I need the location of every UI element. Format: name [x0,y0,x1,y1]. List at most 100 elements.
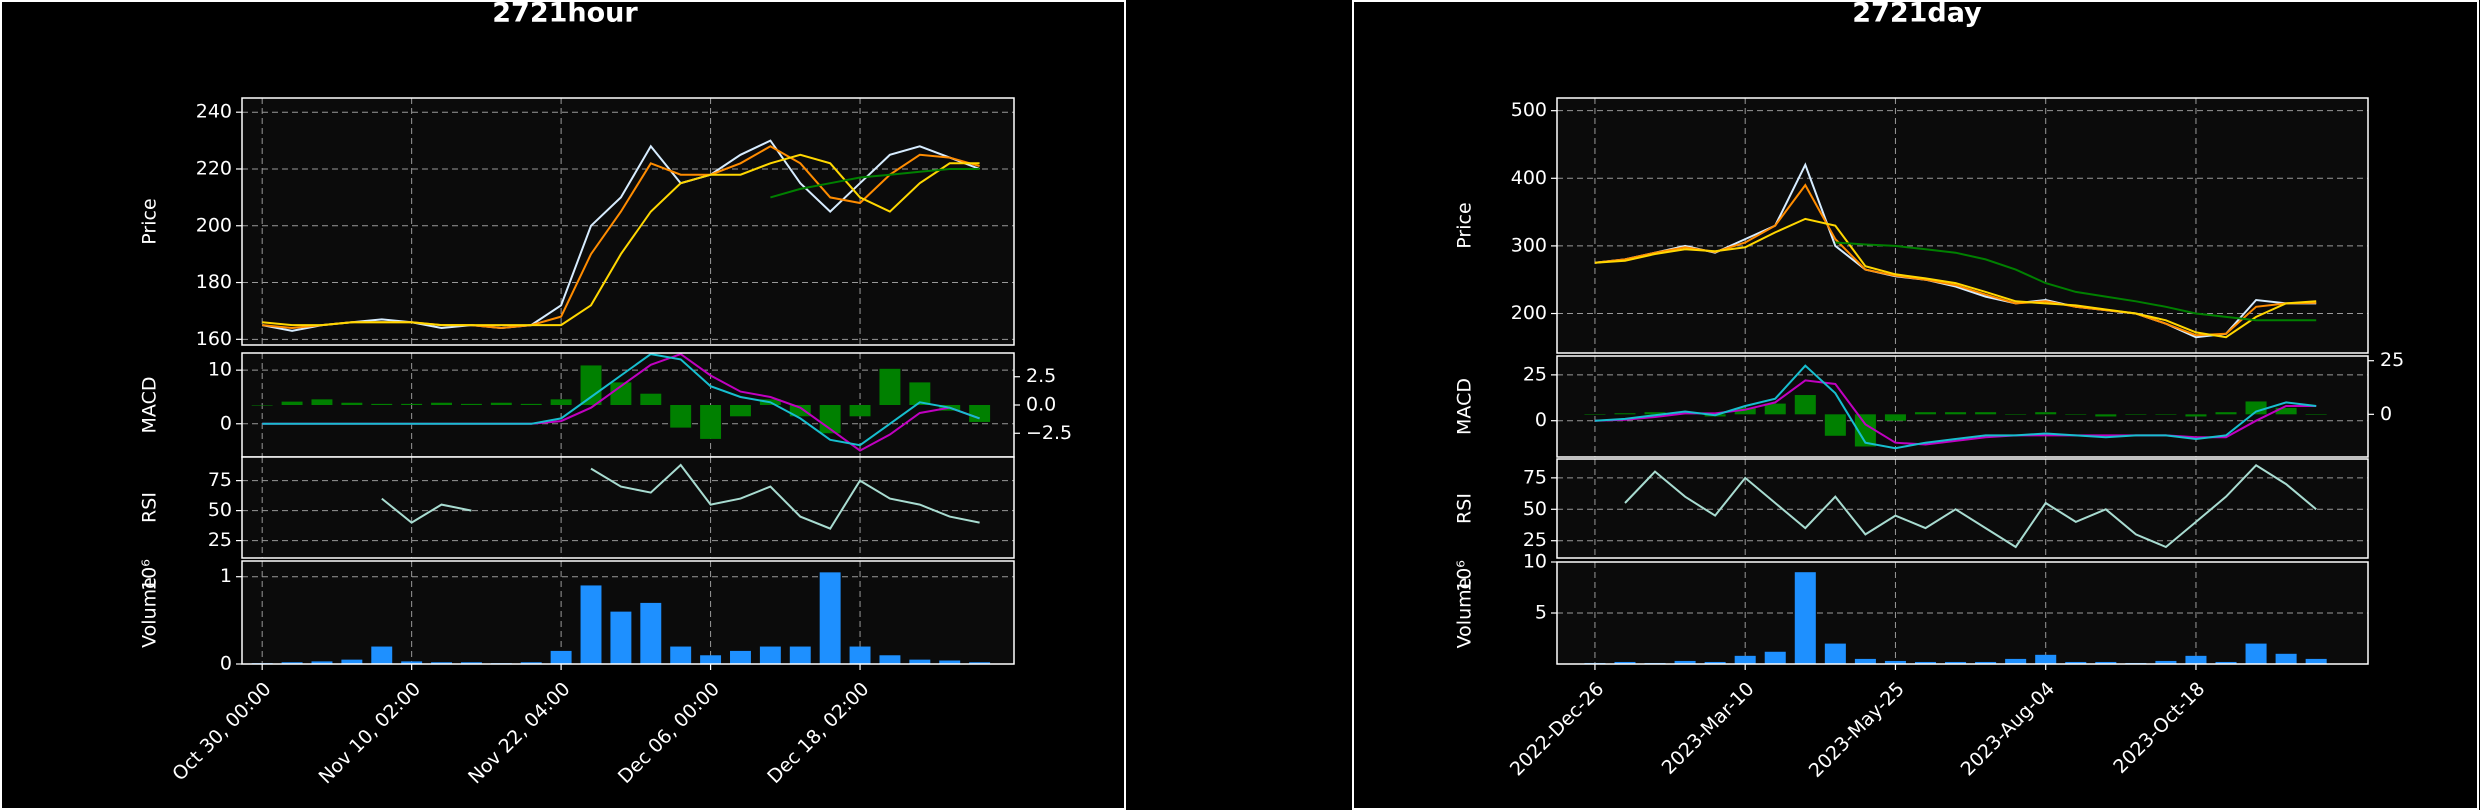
bar [2215,412,2237,415]
bar [2155,660,2177,664]
bar [460,662,482,664]
bar [670,405,692,428]
bar [1854,414,1876,447]
line-series [262,139,980,332]
bar [490,402,512,405]
bar [969,405,991,422]
line-series [1594,364,2317,450]
y-axis-label: RSI [139,492,161,523]
y2-tick-label: 2.5 [1026,365,1056,387]
bar [2275,407,2297,415]
bar [2185,655,2207,664]
bar [879,368,901,405]
y2-tick-label: 0.0 [1026,394,1056,416]
y-tick-label: 240 [196,101,232,123]
bar [401,403,423,405]
line-series [1624,464,2317,549]
y-tick-label: 75 [208,469,232,491]
bar [789,405,811,417]
y-axis-label: Price [1454,202,1476,248]
bar [2005,414,2027,415]
y-tick-label: 300 [1511,234,1547,256]
bar [879,655,901,664]
x-tick-label: 2023-Oct-18 [2109,678,2209,778]
bar [251,405,273,406]
y-axis-label: MACD [139,377,161,434]
x-tick-label: 2023-Mar-10 [1658,678,1759,779]
bar [1914,412,1937,415]
bar [2245,643,2267,664]
bar [1945,412,1967,415]
bar [401,661,423,664]
bar [1945,661,1967,664]
axes-face [242,98,1014,345]
bar [520,403,542,405]
y-tick-label: 1 [220,565,232,587]
x-tick-label: Dec 06, 00:00 [614,678,724,788]
bar [2125,414,2147,415]
y-offset-label: 10⁶ [1454,560,1476,592]
y2-tick-label: 0 [2380,403,2392,425]
bar [640,393,662,405]
bar [1824,643,1846,664]
y-tick-label: 400 [1511,167,1547,189]
bar [730,650,751,664]
bar [1584,414,1606,415]
x-tick-label: Oct 30, 00:00 [168,678,275,785]
bar [2065,414,2087,415]
y-tick-label: 10 [208,359,232,381]
line-series [1835,241,2317,322]
bar [1884,660,1906,664]
line-series [381,463,980,530]
y-tick-label: 0 [220,653,232,675]
bar [700,405,722,439]
bar [670,646,692,664]
bar [969,662,991,664]
bar [909,382,931,405]
y-tick-label: 25 [1523,529,1547,551]
chart-title: 2721hour [492,0,638,29]
axes-frame [1556,458,2369,559]
axes-frame [241,456,1015,559]
bar [2305,414,2327,415]
y-axis-label: Price [139,198,161,244]
bar [1975,412,1997,415]
bar [2035,654,2057,664]
bar [610,611,632,664]
bar [1794,572,1816,664]
y2-tick-label: −2.5 [1026,422,1072,444]
bar [2095,414,2117,417]
y-tick-label: 220 [196,157,232,179]
bar [610,382,632,405]
bar [640,602,662,664]
x-tick-label: 2022-Dec-26 [1506,678,1609,781]
y-tick-label: 25 [208,529,232,551]
bar [700,655,722,664]
bar [1975,661,1997,664]
bar [580,365,602,405]
axes-frame [1556,355,2369,458]
line-series [1594,379,2317,446]
bar [1614,413,1636,415]
bar [2185,414,2207,417]
y-tick-label: 50 [1523,498,1547,520]
right-figure-frame [1352,0,2479,810]
axes-face [1557,459,2368,558]
y-tick-label: 5 [1535,602,1547,624]
bar [1614,661,1636,664]
line-series [262,353,980,447]
bar [341,402,363,405]
bar [371,646,393,664]
bar [550,650,572,664]
y-offset-label: 10⁶ [139,559,161,591]
x-tick-label: 2023-May-25 [1805,678,1909,782]
y2-tick-label: 25 [2380,349,2404,371]
bar [1764,651,1786,664]
bar [371,403,393,405]
axes-frame [1556,97,2369,354]
bar [2005,658,2027,664]
y-tick-label: 0 [1535,409,1547,431]
line-series [770,168,980,199]
bar [1644,412,1666,415]
